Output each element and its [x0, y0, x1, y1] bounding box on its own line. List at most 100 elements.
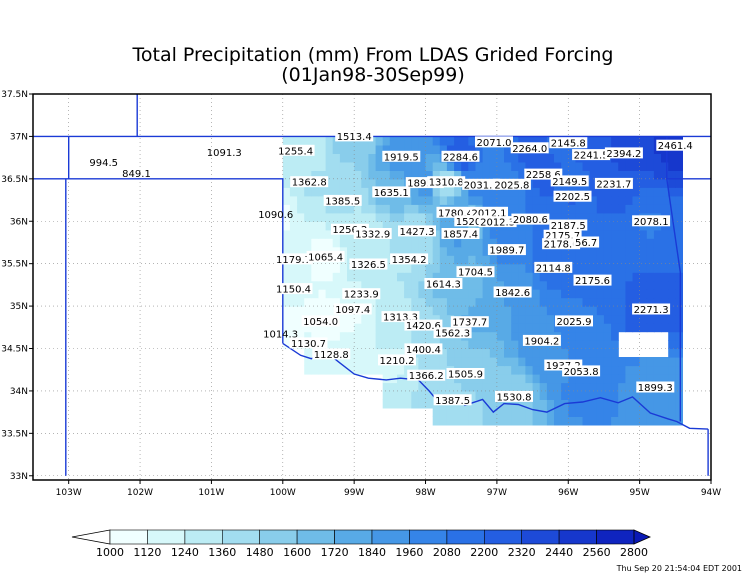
- field-cell: [532, 195, 541, 205]
- field-cell: [525, 263, 534, 273]
- field-cell: [282, 187, 291, 197]
- field-cell: [425, 306, 434, 316]
- field-cell: [325, 323, 334, 333]
- field-cell: [518, 221, 526, 231]
- field-cell: [289, 136, 298, 146]
- field-cell: [504, 365, 512, 375]
- field-cell: [539, 374, 548, 384]
- field-cell: [575, 374, 584, 384]
- field-cell: [518, 407, 526, 417]
- field-cell: [397, 212, 405, 222]
- field-cell: [446, 272, 455, 282]
- station-label-bg: [594, 177, 633, 189]
- field-cell: [382, 297, 391, 307]
- field-cell: [468, 357, 476, 367]
- field-cell: [397, 399, 405, 409]
- field-cell: [347, 238, 355, 248]
- field-cell: [354, 280, 362, 290]
- field-cell: [675, 280, 683, 290]
- field-cell: [582, 255, 591, 265]
- field-cell: [532, 348, 541, 358]
- field-cell: [425, 399, 434, 409]
- colorbar-label: 1720: [321, 546, 349, 559]
- field-cell: [668, 280, 676, 290]
- field-cell: [297, 221, 305, 231]
- field-cell: [554, 204, 562, 214]
- field-cell: [389, 195, 398, 205]
- field-cell: [668, 221, 676, 231]
- field-cell: [511, 306, 519, 316]
- field-cell: [661, 357, 669, 367]
- field-cell: [446, 297, 455, 307]
- field-cell: [596, 187, 605, 197]
- field-cell: [568, 382, 576, 392]
- field-cell: [532, 314, 541, 324]
- field-cell: [618, 161, 626, 171]
- field-cell: [554, 306, 562, 316]
- field-cell: [339, 365, 348, 375]
- field-cell: [339, 153, 348, 163]
- field-cell: [411, 289, 419, 299]
- field-cell: [311, 187, 319, 197]
- field-cell: [404, 246, 412, 256]
- field-cell: [639, 238, 648, 248]
- field-cell: [468, 136, 476, 146]
- field-cell: [653, 323, 662, 333]
- field-cell: [389, 348, 398, 358]
- field-cell: [489, 255, 498, 265]
- field-cell: [668, 187, 676, 197]
- field-cell: [404, 399, 412, 409]
- field-cell: [561, 306, 569, 316]
- field-cell: [603, 306, 612, 316]
- field-cell: [596, 323, 605, 333]
- field-cell: [454, 306, 462, 316]
- field-cell: [397, 331, 405, 341]
- field-cell: [282, 229, 291, 239]
- field-cell: [589, 331, 598, 341]
- field-cell: [646, 195, 655, 205]
- field-cell: [625, 374, 634, 384]
- field-cell: [646, 323, 655, 333]
- field-cell: [625, 289, 634, 299]
- field-cell: [575, 323, 584, 333]
- field-cell: [511, 272, 519, 282]
- field-cell: [546, 212, 555, 222]
- field-cell: [596, 204, 605, 214]
- station-value: 1704.5: [458, 268, 493, 279]
- field-cell: [589, 204, 598, 214]
- field-cell: [368, 306, 377, 316]
- field-cell: [339, 314, 348, 324]
- field-cell: [625, 382, 634, 392]
- field-cell: [475, 170, 484, 180]
- field-cell: [632, 280, 641, 290]
- field-cell: [332, 272, 341, 282]
- field-cell: [618, 289, 626, 299]
- field-cell: [489, 365, 498, 375]
- field-cell: [511, 255, 519, 265]
- station-value: 2187.5: [551, 221, 586, 232]
- field-cell: [304, 306, 312, 316]
- field-cell: [518, 382, 526, 392]
- colorbar-label: 1840: [358, 546, 386, 559]
- field-cell: [454, 136, 462, 146]
- field-cell: [347, 357, 355, 367]
- field-cell: [611, 255, 619, 265]
- field-cell: [446, 416, 455, 426]
- field-cell: [589, 314, 598, 324]
- colorbar-swatch: [259, 529, 298, 545]
- field-cell: [518, 195, 526, 205]
- field-cell: [332, 331, 341, 341]
- field-cell: [439, 187, 448, 197]
- field-cell: [368, 187, 377, 197]
- field-cell: [439, 195, 448, 205]
- field-cell: [439, 348, 448, 358]
- field-cell: [539, 297, 548, 307]
- field-cell: [375, 280, 384, 290]
- field-cell: [425, 161, 434, 171]
- field-cell: [646, 365, 655, 375]
- field-cell: [439, 136, 448, 146]
- field-cell: [618, 246, 626, 256]
- station-label-bg: [372, 186, 411, 198]
- field-cell: [575, 255, 584, 265]
